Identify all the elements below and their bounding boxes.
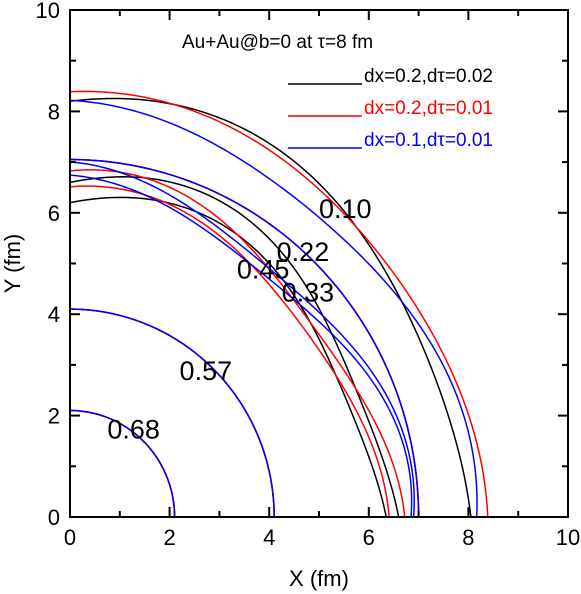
contour-000000-0_1 (69, 97, 472, 518)
x-axis-title: X (fm) (289, 566, 349, 591)
x-tick-label: 6 (363, 525, 375, 550)
x-tick-label: 4 (263, 525, 275, 550)
contour-0000ff-0_33 (69, 161, 416, 518)
contour-0000ff-0_1 (69, 99, 478, 518)
contour-label: 0.10 (319, 194, 372, 224)
y-tick-labels: 0 2 4 6 8 10 (36, 0, 60, 530)
contour-ff0000-0_45 (69, 185, 390, 518)
contour-label: 0.33 (282, 278, 335, 308)
x-tick-label: 2 (163, 525, 175, 550)
contour-0000ff-0_45 (69, 174, 413, 518)
y-tick-label: 8 (48, 99, 60, 124)
x-tick-label: 10 (556, 525, 580, 550)
contour-0000ff-0_22 (69, 158, 420, 518)
legend-label-2: dx=0.1,dτ=0.01 (364, 130, 493, 151)
x-tick-labels: 0 2 4 6 8 10 (64, 525, 580, 550)
contour-level-labels: 0.10 0.220.450.33 0.57 0.68 (107, 194, 371, 445)
y-tick-label: 10 (36, 0, 60, 23)
contour-0000ff-0_68 (69, 409, 176, 518)
legend: dx=0.2,dτ=0.02 dx=0.2,dτ=0.01 dx=0.1,dτ=… (288, 66, 493, 151)
y-tick-label: 2 (48, 404, 60, 429)
contour-label: 0.57 (180, 356, 233, 386)
y-tick-label: 0 (48, 505, 60, 530)
contour-ff0000-0_33 (69, 169, 406, 518)
y-axis-title: Y (fm) (0, 234, 25, 293)
x-tick-label: 8 (462, 525, 474, 550)
legend-label-0: dx=0.2,dτ=0.02 (364, 66, 493, 87)
axis-ticks (69, 9, 569, 518)
contour-ff0000-0_1 (69, 90, 489, 518)
contour-ff0000-0_57 (69, 308, 275, 518)
contour-label: 0.68 (107, 414, 160, 444)
contour-0000ff-0_57 (69, 308, 275, 518)
y-tick-label: 6 (48, 201, 60, 226)
contour-curves (69, 90, 489, 518)
contour-label: 0.45 (237, 255, 290, 285)
chart-title: Au+Au@b=0 at τ=8 fm (182, 32, 373, 53)
contour-label: 0.22 (277, 237, 330, 267)
contour-000000-0_57 (69, 308, 275, 518)
legend-label-1: dx=0.2,dτ=0.01 (364, 98, 493, 119)
contour-000000-0_33 (69, 176, 400, 518)
y-tick-label: 4 (48, 302, 60, 327)
x-tick-label: 0 (64, 525, 76, 550)
